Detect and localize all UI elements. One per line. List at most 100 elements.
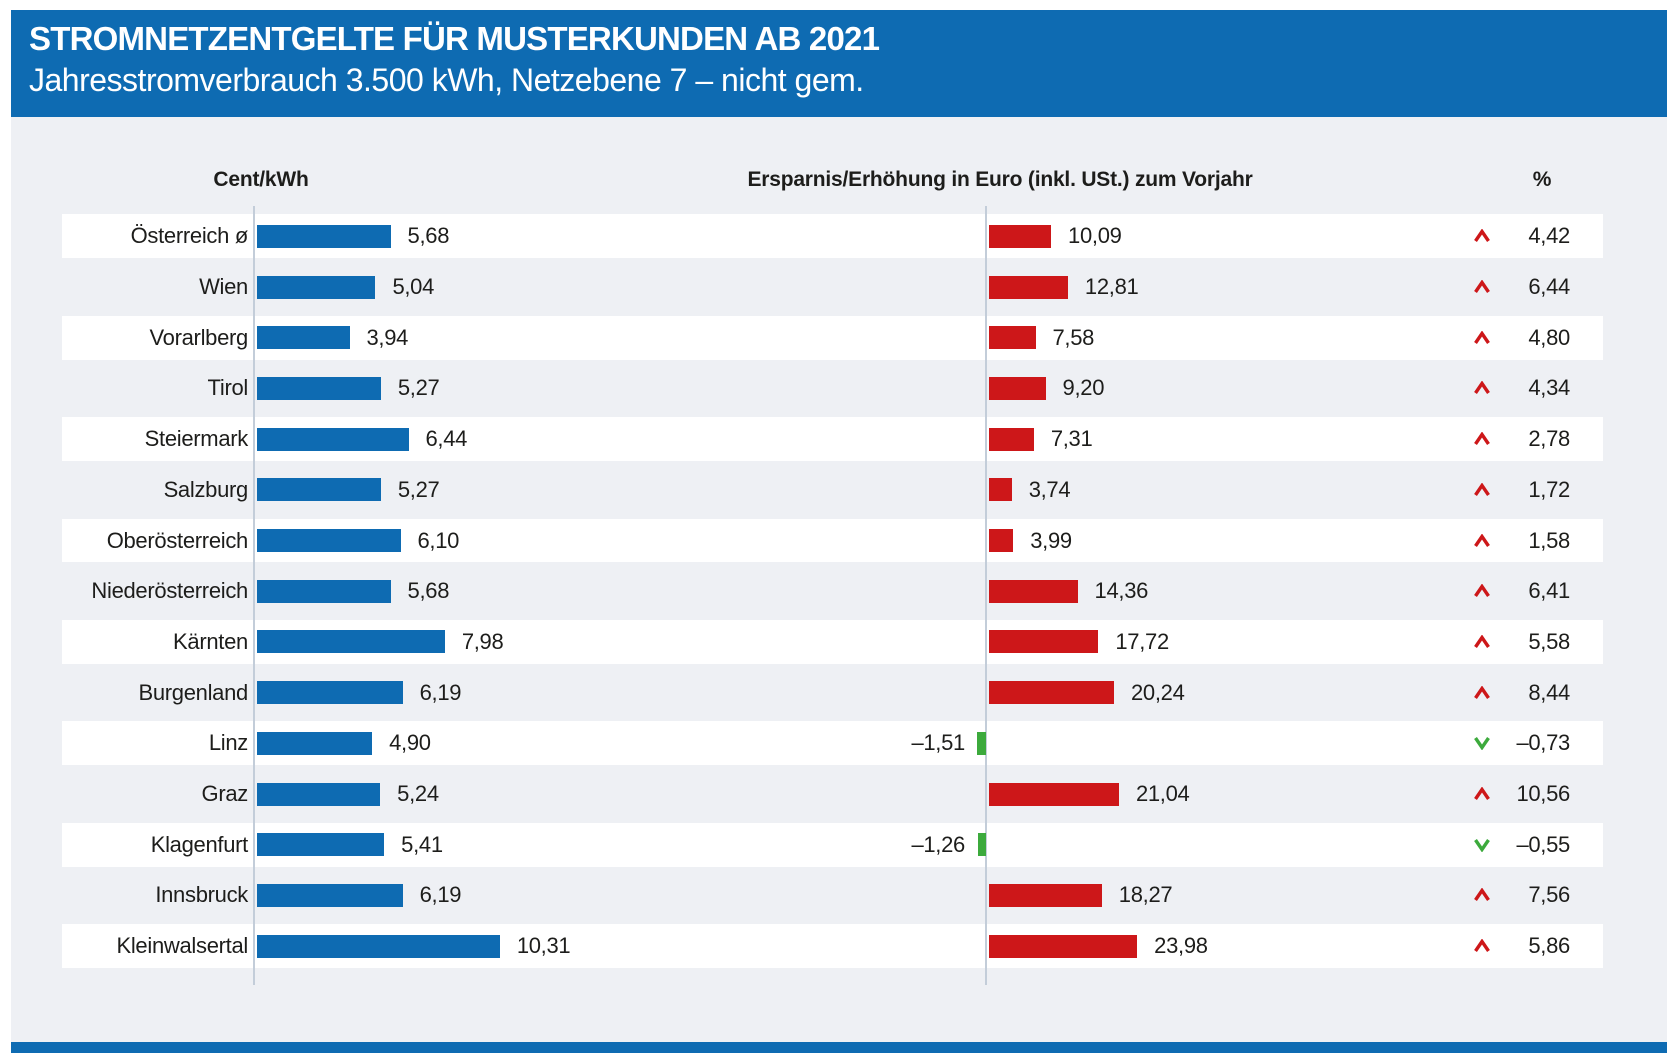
- cent-per-kwh-bar: [256, 529, 401, 553]
- footer-stripe: [11, 1042, 1667, 1053]
- euro-change-bar: [988, 529, 1014, 553]
- up-caret-icon: [1474, 787, 1490, 800]
- cent-per-kwh-bar: [256, 782, 381, 806]
- region-label: Salzburg: [163, 476, 249, 502]
- region-label: Tirol: [207, 375, 249, 401]
- table-row: Österreich ø 5,68 10,09 4,42: [62, 211, 1603, 262]
- region-label: Steiermark: [144, 426, 249, 452]
- increase-caret-icon: [1468, 566, 1496, 617]
- table-row: Burgenland 6,19 20,24 8,44: [62, 667, 1603, 718]
- euro-change-bar: [976, 731, 986, 755]
- up-caret-icon: [1474, 280, 1490, 293]
- euro-change-bar: [988, 427, 1034, 451]
- up-caret-icon: [1474, 533, 1490, 547]
- percent-change-value: 8,44: [1528, 679, 1570, 705]
- euro-change-bar: [988, 934, 1138, 958]
- euro-change-bar: [988, 883, 1102, 907]
- cent-per-kwh-bar: [256, 833, 385, 857]
- cent-per-kwh-value: 5,68: [407, 223, 450, 249]
- euro-change-value: 9,20: [1062, 375, 1105, 401]
- percent-change-value: 4,42: [1528, 223, 1570, 249]
- cent-per-kwh-value: 4,90: [389, 730, 431, 756]
- euro-change-bar: [988, 376, 1046, 400]
- table-row: Vorarlberg 3,94 7,58 4,80: [62, 312, 1603, 363]
- euro-change-value: 14,36: [1094, 578, 1149, 604]
- cent-per-kwh-value: 6,19: [419, 679, 462, 705]
- table-row: Linz 4,90 –1,51 –0,73: [62, 718, 1603, 769]
- cent-per-kwh-bar: [256, 630, 445, 654]
- euro-change-bar: [988, 275, 1068, 299]
- euro-change-negative-value: –1,51: [911, 730, 965, 756]
- cent-per-kwh-bar: [256, 224, 391, 248]
- increase-caret-icon: [1468, 414, 1496, 465]
- table-row: Kärnten 7,98 17,72 5,58: [62, 617, 1603, 668]
- percent-change-value: 4,34: [1528, 375, 1570, 401]
- cent-per-kwh-bar: [256, 376, 381, 400]
- percent-change-value: 10,56: [1516, 781, 1570, 807]
- euro-change-value: 23,98: [1154, 933, 1208, 959]
- increase-caret-icon: [1468, 515, 1496, 566]
- table-row: Tirol 5,27 9,20 4,34: [62, 363, 1603, 414]
- decrease-caret-icon: [1468, 718, 1496, 769]
- cent-per-kwh-value: 5,41: [401, 831, 443, 857]
- cent-per-kwh-value: 5,04: [392, 274, 435, 300]
- increase-caret-icon: [1468, 769, 1496, 820]
- euro-change-bar: [988, 478, 1012, 502]
- percent-change-value: 1,58: [1528, 527, 1570, 553]
- table-row: Innsbruck 6,19 18,27 7,56: [62, 870, 1603, 921]
- euro-change-bar: [978, 833, 986, 857]
- up-caret-icon: [1474, 634, 1490, 648]
- euro-change-bar: [988, 224, 1052, 248]
- increase-caret-icon: [1468, 363, 1496, 414]
- up-caret-icon: [1474, 939, 1490, 953]
- cent-per-kwh-bar: [256, 681, 403, 705]
- euro-change-bar: [988, 326, 1036, 350]
- euro-change-value: 3,99: [1030, 527, 1072, 553]
- table-row: Oberösterreich 6,10 3,99 1,58: [62, 515, 1603, 566]
- cent-per-kwh-bar: [256, 883, 403, 907]
- percent-change-value: 5,86: [1528, 933, 1570, 959]
- increase-caret-icon: [1468, 617, 1496, 668]
- table-row: Graz 5,24 21,04 10,56: [62, 769, 1603, 820]
- euro-change-value: 7,31: [1050, 426, 1093, 452]
- down-caret-icon: [1474, 838, 1490, 852]
- euro-change-value: 7,58: [1052, 324, 1095, 350]
- percent-change-value: 5,58: [1528, 628, 1570, 654]
- cent-per-kwh-bar: [256, 579, 391, 603]
- cent-per-kwh-value: 6,10: [417, 527, 460, 553]
- cent-per-kwh-value: 6,19: [419, 882, 462, 908]
- percent-change-value: 7,56: [1528, 882, 1570, 908]
- euro-change-bar: [988, 782, 1119, 806]
- table-row: Kleinwalsertal 10,31 23,98 5,86: [62, 921, 1603, 972]
- euro-change-value: 17,72: [1115, 628, 1169, 654]
- table-row: Steiermark 6,44 7,31 2,78: [62, 414, 1603, 465]
- increase-caret-icon: [1468, 465, 1496, 516]
- cent-axis-line: [253, 206, 255, 985]
- table-row: Salzburg 5,27 3,74 1,72: [62, 465, 1603, 516]
- page-subtitle: Jahresstromverbrauch 3.500 kWh, Netzeben…: [29, 62, 864, 98]
- region-label: Niederösterreich: [91, 578, 248, 604]
- region-label: Oberösterreich: [106, 527, 249, 553]
- euro-axis-line: [985, 206, 987, 985]
- euro-change-bar: [988, 630, 1099, 654]
- up-caret-icon: [1474, 584, 1490, 598]
- up-caret-icon: [1474, 330, 1490, 344]
- page-title: STROMNETZENTGELTE FÜR MUSTERKUNDEN AB 20…: [29, 20, 880, 57]
- percent-change-value: 1,72: [1528, 476, 1570, 502]
- cent-per-kwh-bar: [256, 934, 500, 958]
- increase-caret-icon: [1468, 211, 1496, 262]
- region-label: Österreich ø: [130, 223, 249, 249]
- table-row: Klagenfurt 5,41 –1,26 –0,55: [62, 819, 1603, 870]
- cent-per-kwh-bar: [256, 275, 376, 299]
- euro-change-negative-value: –1,26: [911, 831, 965, 857]
- increase-caret-icon: [1468, 667, 1496, 718]
- header-band: STROMNETZENTGELTE FÜR MUSTERKUNDEN AB 20…: [11, 10, 1667, 117]
- cent-per-kwh-value: 3,94: [366, 324, 409, 350]
- percent-change-value: –0,55: [1516, 831, 1570, 857]
- cent-per-kwh-value: 5,27: [397, 375, 440, 401]
- column-header-percent: %: [1532, 168, 1552, 191]
- up-caret-icon: [1474, 482, 1490, 496]
- up-caret-icon: [1474, 432, 1490, 446]
- chart-rows: Österreich ø 5,68 10,09 4,42 Wien 5,04 1…: [62, 211, 1603, 972]
